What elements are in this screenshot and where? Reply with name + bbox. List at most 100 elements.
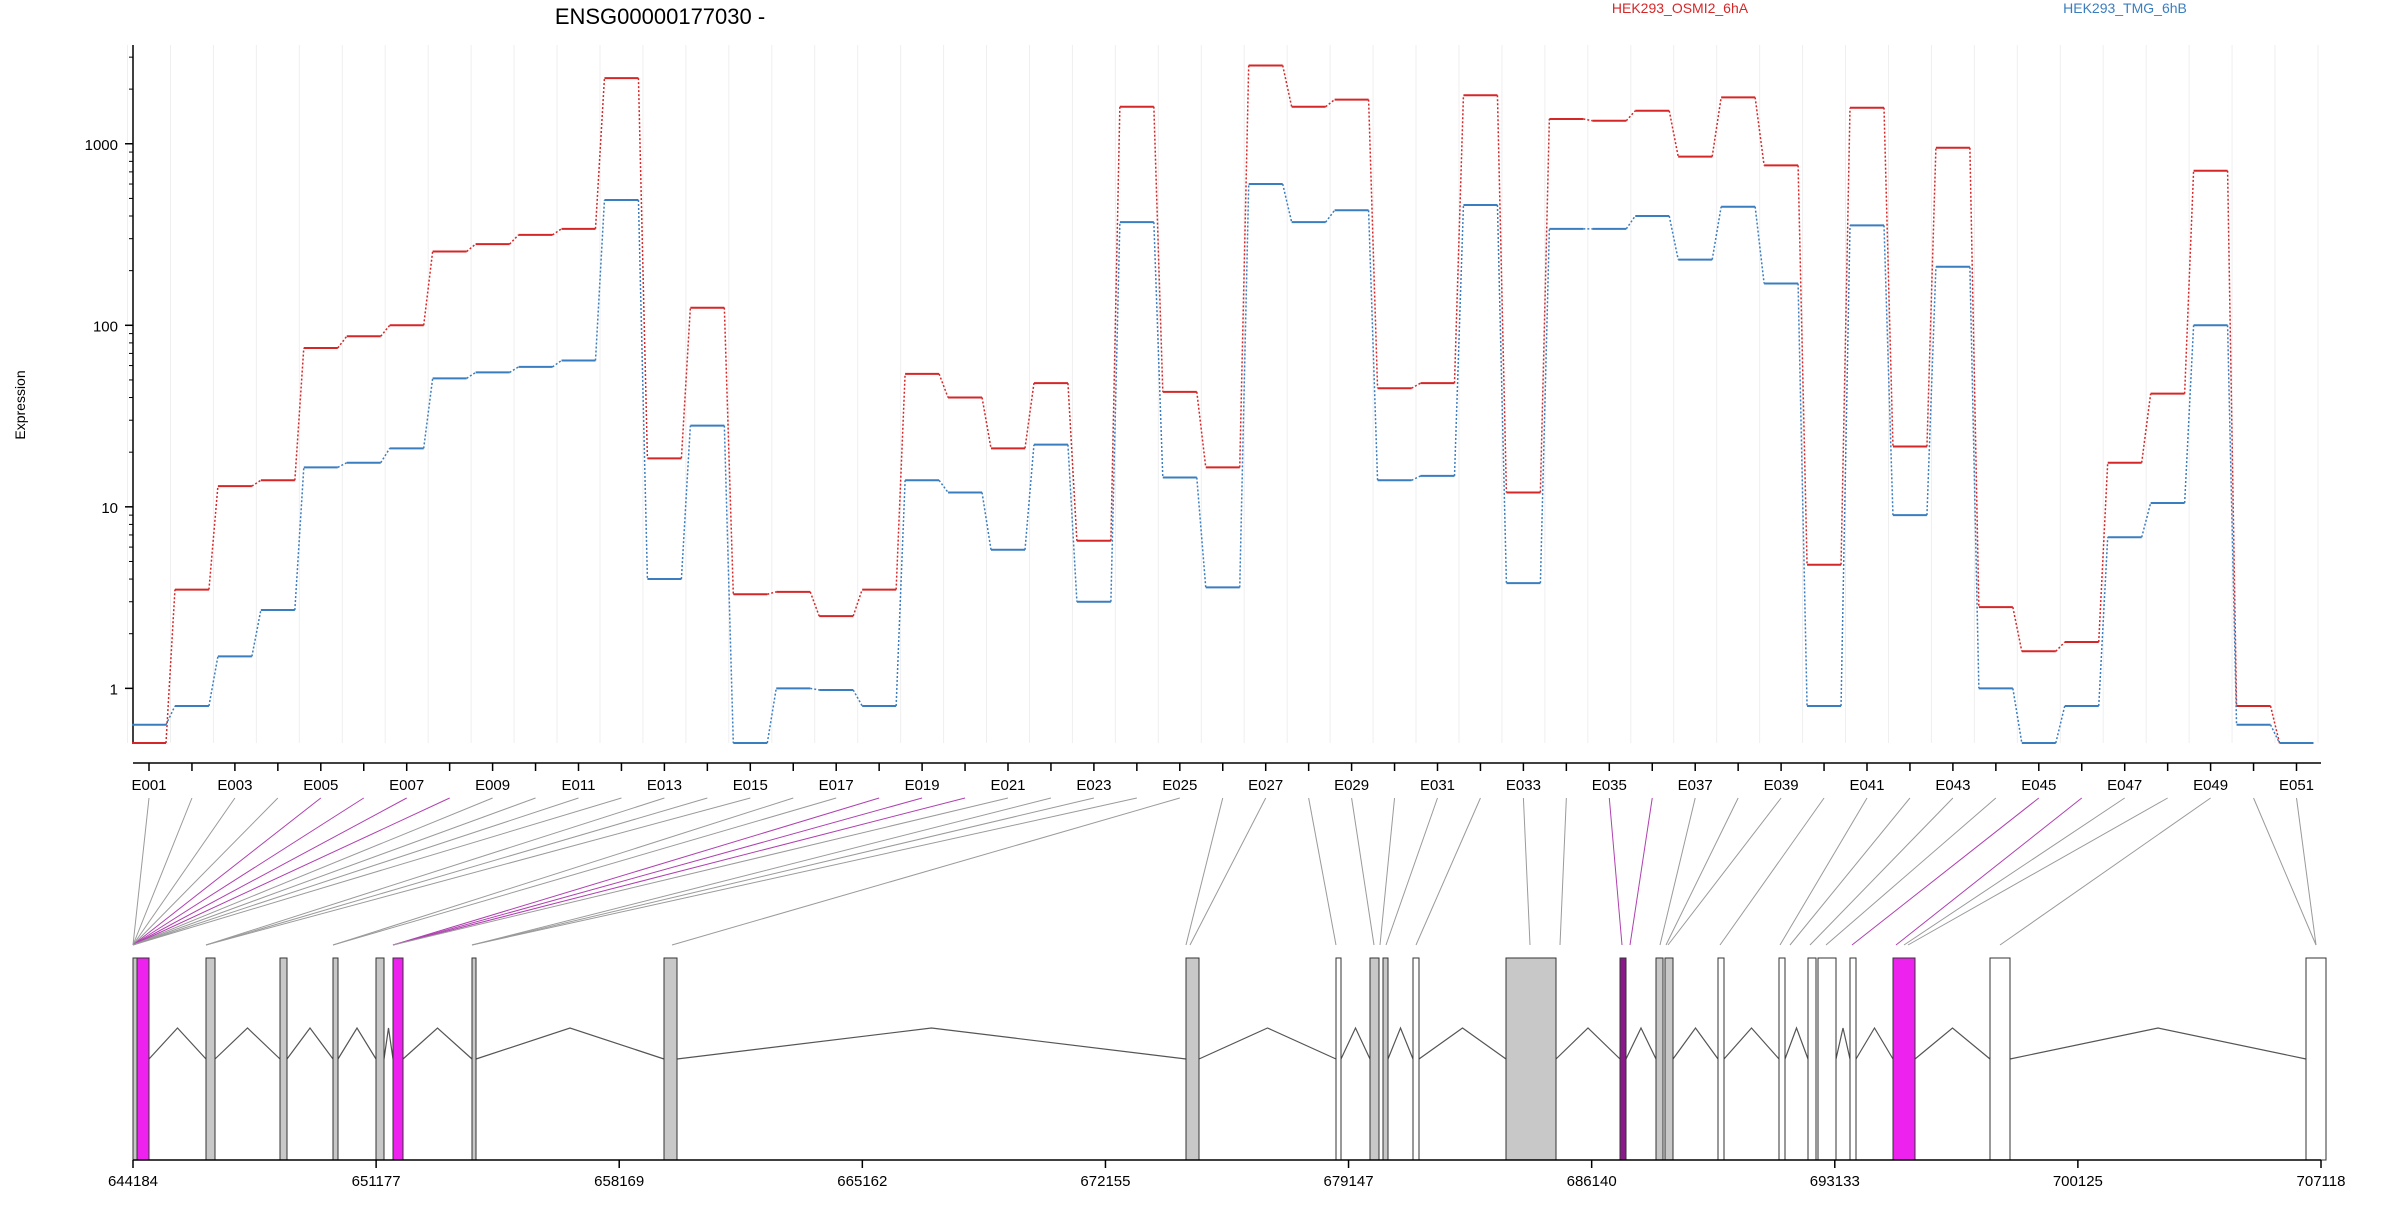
series-2-connector: [1281, 183, 1293, 223]
x-tick-label: E049: [2193, 777, 2228, 794]
exon-connector: [132, 797, 622, 946]
series-1-connector: [1325, 99, 1336, 108]
exon-box: [1807, 957, 1817, 1161]
series-2-connector: [337, 462, 348, 469]
series-2-connector: [1496, 204, 1508, 584]
series-1-connector: [680, 307, 692, 459]
series-2-connector: [895, 480, 906, 706]
series-2-connector: [466, 371, 477, 380]
series-2-connector: [766, 688, 777, 744]
series-2-connector: [1625, 215, 1636, 230]
genomic-tick-label: 679147: [1324, 1173, 1374, 1190]
exon-connector: [1895, 797, 2083, 946]
x-tick-label: E027: [1248, 777, 1283, 794]
series-2-connector: [723, 425, 735, 744]
series-1-connector: [1711, 97, 1722, 157]
x-tick-label: E019: [905, 777, 940, 794]
series-1-connector: [466, 243, 477, 253]
exon-box: [1335, 957, 1342, 1161]
legend-series-1: HEK293_OSMI2_6hA: [1612, 0, 1749, 16]
exon-box: [1817, 957, 1837, 1161]
x-tick-label: E043: [1935, 777, 1970, 794]
series-2: [132, 183, 2314, 744]
intron-line: [1625, 1026, 1657, 1060]
exon-connector: [1907, 797, 2168, 946]
intron-line: [383, 1027, 394, 1060]
exon-box: [1382, 957, 1389, 1161]
series-1: [132, 64, 2314, 744]
series-2-connector: [637, 199, 649, 580]
y-tick-label: 1: [110, 681, 118, 698]
x-axis: E001 E003 E005 E007 E009 E011 E013 E015 E017 E019…: [131, 762, 2321, 794]
x-tick-label: E033: [1506, 777, 1541, 794]
series-1-connector: [251, 479, 262, 487]
series-1-connector: [1024, 383, 1035, 449]
genomic-tick-label: 700125: [2053, 1173, 2103, 1190]
exon-box: [1412, 957, 1420, 1161]
series-1-connector: [1239, 65, 1250, 468]
intron-line: [1340, 1026, 1371, 1060]
exon-box: [1778, 957, 1786, 1161]
exon-connector: [205, 797, 751, 946]
genomic-tick-label: 665162: [837, 1173, 887, 1190]
series-1-connector: [1883, 107, 1894, 447]
genomic-tick-label: 707118: [2297, 1173, 2346, 1190]
series-1-connector: [2012, 607, 2023, 652]
exon-connector: [132, 797, 236, 946]
exon-connector: [132, 797, 450, 946]
exon-box: [332, 957, 339, 1161]
genomic-tick-label: 693133: [1810, 1173, 1860, 1190]
series-2-connector: [2183, 325, 2195, 504]
series-2-connector: [1325, 209, 1336, 223]
exon-box: [1849, 957, 1857, 1161]
series-1-connector: [809, 591, 820, 617]
series-1-connector: [552, 228, 562, 236]
exon-connector: [471, 797, 1095, 946]
series-2-connector: [938, 479, 949, 493]
series-1-connector: [1583, 118, 1593, 122]
genomic-tick-label: 651177: [352, 1173, 401, 1190]
series-2-connector: [1711, 206, 1722, 260]
exon-connector: [2253, 797, 2317, 946]
series-1-connector: [165, 589, 176, 744]
series-1-connector: [1453, 95, 1465, 384]
series-1-connector: [1840, 107, 1851, 565]
intron-line: [1418, 1027, 1507, 1060]
intron-line: [475, 1027, 665, 1060]
exon-connector: [1659, 797, 1696, 946]
genomic-tick-label: 658169: [594, 1173, 644, 1190]
exon-connector: [392, 797, 880, 946]
series-1-connector: [1797, 165, 1808, 565]
series-layer: [132, 64, 2314, 744]
exon-connector: [1903, 797, 2125, 946]
y-tick-label: 100: [93, 318, 118, 335]
genomic-tick-label: 672155: [1080, 1173, 1130, 1190]
genomic-axis: 644184 651177 658169 665162 672155 679147 6861…: [108, 1159, 2346, 1190]
series-2-connector: [852, 689, 863, 707]
series-2-connector: [2226, 325, 2238, 725]
series-2-connector: [509, 366, 519, 374]
series-1-connector: [2226, 170, 2238, 706]
intron-line: [337, 1026, 377, 1060]
series-2-connector: [1024, 444, 1035, 550]
exon-connector: [1779, 797, 1868, 946]
exon-box: [1619, 957, 1627, 1161]
exon-connector: [2296, 797, 2317, 946]
exon-box: [205, 957, 216, 1161]
exon-box: [1655, 957, 1664, 1161]
exon-connector: [205, 797, 665, 946]
exon-box: [2305, 957, 2327, 1161]
x-tick-label: E003: [217, 777, 252, 794]
series-2-connector: [165, 705, 176, 726]
exon-connector: [132, 797, 493, 946]
x-tick-label: E031: [1420, 777, 1455, 794]
x-tick-label: E051: [2279, 777, 2314, 794]
series-2-connector: [1453, 204, 1465, 476]
x-tick-label: E025: [1162, 777, 1197, 794]
x-tick-label: E039: [1764, 777, 1799, 794]
series-2-connector: [2012, 688, 2023, 744]
x-tick-label: E037: [1678, 777, 1713, 794]
series-1-connector: [852, 589, 863, 617]
exon-connector: [132, 797, 279, 946]
